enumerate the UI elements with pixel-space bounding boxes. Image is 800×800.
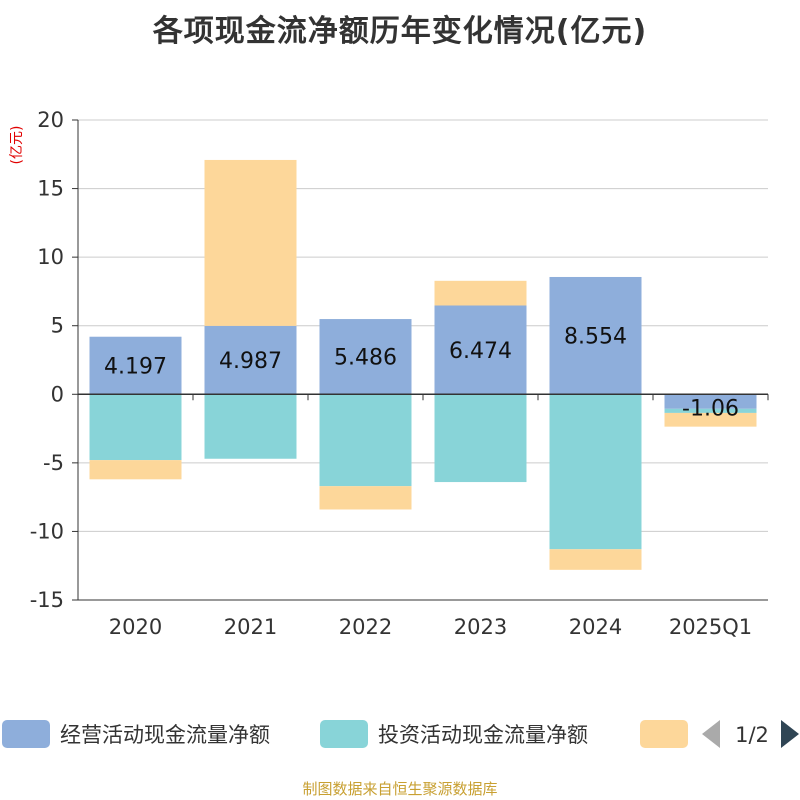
data-label: 5.486	[334, 346, 397, 371]
x-tick-label: 2025Q1	[669, 615, 752, 639]
bar-segment	[434, 305, 527, 395]
bar-segment	[434, 280, 527, 306]
bar-segment	[664, 412, 757, 427]
bar-segment	[204, 159, 297, 326]
y-tick-label: 15	[37, 177, 64, 201]
data-label: 4.197	[104, 355, 167, 380]
legend-swatch	[320, 720, 368, 748]
bar-segment	[664, 408, 757, 413]
legend-page-indicator: 1/2	[735, 723, 769, 747]
legend-label: 投资活动现金流量净额	[378, 723, 588, 747]
data-label: 6.474	[449, 339, 512, 364]
bar-segment	[89, 460, 182, 480]
y-tick-label: 0	[51, 382, 64, 406]
x-tick-label: 2023	[454, 615, 507, 639]
x-tick-label: 2022	[339, 615, 392, 639]
bar-segment	[319, 319, 412, 395]
bar-segment	[549, 549, 642, 570]
legend-label: 经营活动现金流量净额	[60, 723, 270, 747]
x-tick-label: 2020	[109, 615, 162, 639]
y-tick-label: -10	[30, 519, 64, 543]
bar-segment	[319, 394, 412, 487]
bar-segment	[664, 394, 757, 409]
data-label: 8.554	[564, 325, 627, 350]
bar-segment	[89, 394, 182, 461]
source-footer: 制图数据来自恒生聚源数据库	[302, 780, 498, 798]
data-label: 4.987	[219, 349, 282, 374]
bar-segment	[89, 336, 182, 395]
bar-series	[89, 159, 757, 570]
legend-prev-page-icon[interactable]	[702, 720, 720, 748]
y-tick-label: 5	[51, 314, 64, 338]
legend-swatch	[640, 720, 688, 748]
legend-swatch	[2, 720, 50, 748]
y-axis-unit-label: (亿元)	[9, 126, 25, 165]
chart-title: 各项现金流净额历年变化情况(亿元)	[152, 14, 648, 49]
x-tick-label: 2024	[569, 615, 622, 639]
legend-next-page-icon[interactable]	[781, 720, 799, 748]
bar-segment	[319, 486, 412, 510]
bar-segment	[549, 394, 642, 550]
y-tick-label: -15	[30, 588, 64, 612]
axes: 20 15 10 5 0 -5 -10 -15 (亿元) 2020 2021 2022 2023 2024…	[9, 108, 769, 639]
legend[interactable]: 经营活动现金流量净额 投资活动现金流量净额 1/2	[2, 720, 799, 748]
x-tick-label: 2021	[224, 615, 277, 639]
bar-segment	[204, 394, 297, 459]
y-tick-label: 20	[37, 108, 64, 132]
data-labels: 4.197 4.987 5.486 6.474 8.554 -1.06	[104, 325, 739, 422]
bar-segment	[204, 325, 297, 395]
bar-segment	[549, 276, 642, 395]
y-tick-label: 10	[37, 245, 64, 269]
data-label: -1.06	[682, 397, 739, 422]
y-tick-label: -5	[43, 451, 64, 475]
bar-segment	[434, 394, 527, 483]
